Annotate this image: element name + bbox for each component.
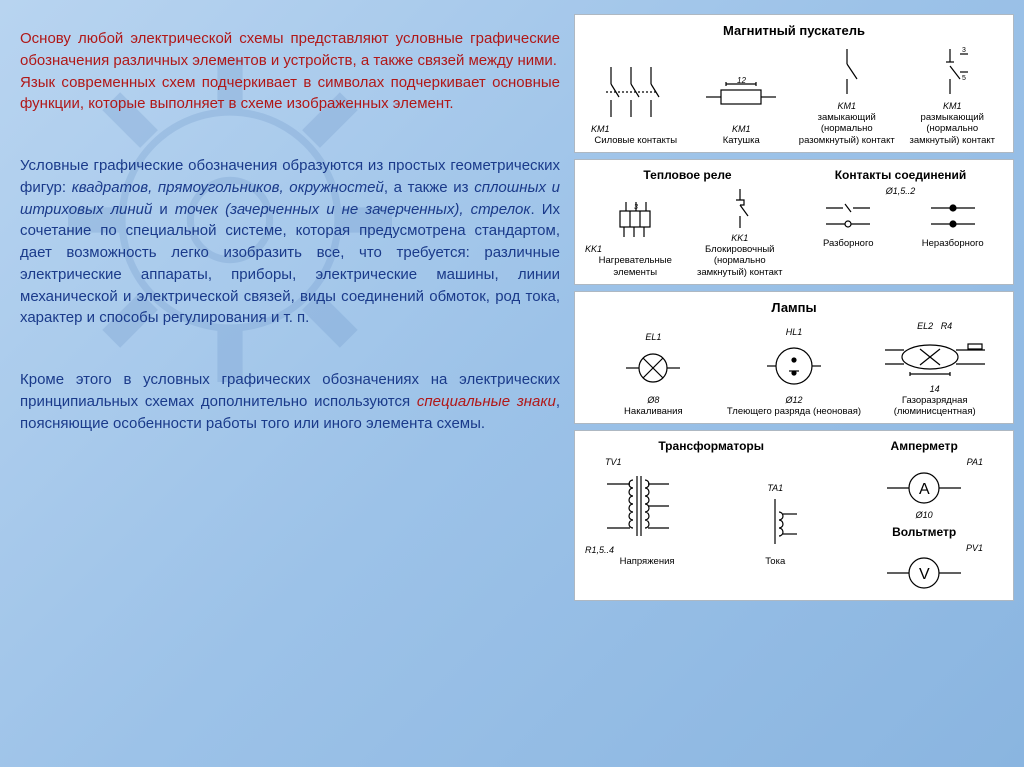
caption: размыкающий (нормально замкнутый) контак… [902,112,1004,146]
ref: HL1 [726,327,863,338]
sym-incandescent: EL1 Ø8 Накаливания [585,332,722,417]
svg-text:A: A [919,481,930,498]
ref: PV1 [845,543,983,554]
caption: Разборного [798,238,899,249]
sym-voltmeter: PV1 V [845,543,1003,592]
text-column: Основу любой электрической схемы предста… [20,28,560,458]
p2-b: квадратов, прямоугольников, окружностей [72,179,384,196]
sym-block-contact: KK1 Блокировочный (нормально замкнутый) … [690,186,791,278]
amp-title: Амперметр [845,439,1003,453]
svg-text:12: 12 [737,76,746,85]
sym-no-contact: KM1 замыкающий (нормально разомкнутый) к… [796,44,898,146]
dim: Ø8 [585,395,722,406]
caption: Напряжения [585,556,709,567]
paragraph-3: Кроме этого в условных графических обозн… [20,369,560,434]
caption: Тока [713,556,837,567]
dim: 14 [866,384,1003,395]
sym-power-contacts: KM1 Силовые контакты [585,62,687,146]
sym-heating: 3 KK1 Нагревательные элементы [585,197,686,278]
caption: замыкающий (нормально разомкнутый) конта… [796,112,898,146]
panel-thermal-contacts: Тепловое реле 3 KK1 Нагревательные элеме… [574,159,1014,285]
caption: Блокировочный (нормально замкнутый) конт… [690,244,791,278]
sym-neon: HL1 Ø12 Тлеющего разряда (неоновая) [726,327,863,417]
trans-title: Трансформаторы [585,439,837,453]
sym-current-trans: TA1 Тока [713,483,837,567]
ref: KK1 [690,233,791,244]
p2-e: и [152,201,175,218]
sym-permanent: Неразборного [903,196,1004,249]
sym-nc-contact: 3 5 KM1 размыкающий (нормально замкнутый… [902,44,1004,146]
contacts-dim: Ø1,5..2 [798,186,1003,196]
sym-fluorescent: EL2 R4 14 Газоразрядная (люминисцентная) [866,321,1003,417]
paragraph-1: Основу любой электрической схемы предста… [20,28,560,115]
p2-g: . Их сочетание по специальной системе, к… [20,201,560,327]
svg-text:3: 3 [962,47,966,54]
paragraph-2: Условные графические обозначения образую… [20,155,560,329]
panel-title: Магнитный пускатель [585,23,1003,38]
volt-title: Вольтметр [845,525,1003,539]
sym-detachable: Разборного [798,196,899,249]
sym-voltage-trans: TV1 R1,5..4 Напряжения [585,457,709,567]
caption: Накаливания [585,406,722,417]
dim: Ø12 [726,395,863,406]
ref: TV1 [605,457,709,468]
svg-text:3: 3 [634,204,638,211]
dim: R1,5..4 [585,545,709,556]
p2-c: , а также из [384,179,474,196]
p2-f: точек (зачерченных и не зачерченных), ст… [175,201,531,218]
caption: Нагревательные элементы [585,255,686,278]
dim: Ø10 [845,510,1003,521]
caption: Неразборного [903,238,1004,249]
sym-ammeter: PA1 A Ø10 [845,457,1003,521]
p1-line-a: Основу любой электрической схемы предста… [20,30,560,69]
ref: KM1 [691,124,793,135]
ref: EL1 [585,332,722,343]
ref2: R4 [941,321,953,331]
ref: EL2 [917,321,933,331]
ref: KM1 [796,101,898,112]
sym-coil: 12 KM1 Катушка [691,72,793,146]
caption: Тлеющего разряда (неоновая) [726,406,863,417]
contacts-title: Контакты соединений [798,168,1003,182]
svg-text:V: V [919,566,930,583]
ref: KM1 [902,101,1004,112]
p1-line-b: Язык современных схем подчеркивает в сим… [20,74,560,113]
ref: KM1 [591,124,687,135]
caption: Катушка [691,135,793,146]
panel-title: Лампы [585,300,1003,315]
thermal-title: Тепловое реле [585,168,790,182]
svg-text:5: 5 [962,75,966,82]
ref: TA1 [713,483,837,494]
p3-b: специальные знаки [417,393,556,410]
ref: PA1 [845,457,983,468]
panel-trans-meters: Трансформаторы TV1 R1,5..4 Напряжения [574,430,1014,600]
ref: KK1 [585,244,686,255]
symbols-column: Магнитный пускатель KM1 Силовые контакты… [574,14,1014,601]
caption: Силовые контакты [585,135,687,146]
caption: Газоразрядная (люминисцентная) [866,395,1003,418]
panel-lamps: Лампы EL1 Ø8 Накаливания HL1 Ø12 Тл [574,291,1014,424]
panel-magnetic-starter: Магнитный пускатель KM1 Силовые контакты… [574,14,1014,153]
